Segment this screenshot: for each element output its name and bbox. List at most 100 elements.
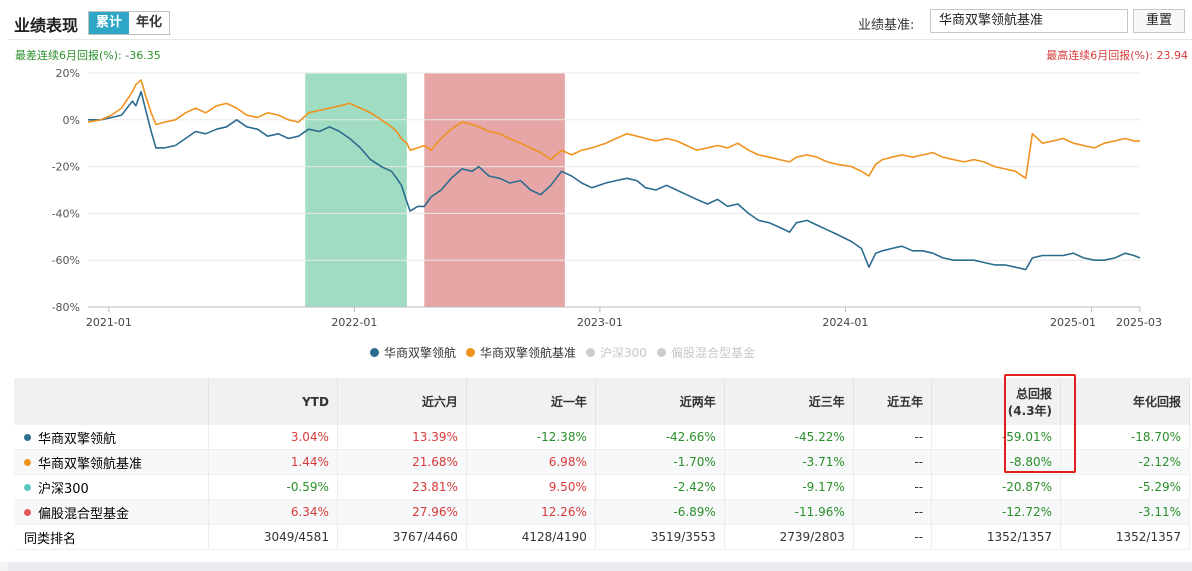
x-tick-label: 2023-01 <box>577 316 623 329</box>
performance-line-chart: 20% 0% -20% -40% -60% -80% 2021-01 2022-01 2023-… <box>52 67 1162 329</box>
table-cell: -- <box>853 524 933 550</box>
table-row: 同类排名 3049/4581 3767/4460 4128/4190 3519/3553… <box>14 524 1190 550</box>
col-header-total: 总回报 (4.3年) <box>931 378 1062 425</box>
row-name-cell: 偏股混合型基金 <box>14 499 209 525</box>
col-header-annual: 年化回报 <box>1060 378 1190 425</box>
y-tick-label: -20% <box>52 161 80 174</box>
row-name-label: 华商双擎领航基准 <box>38 456 143 472</box>
y-tick-label: -80% <box>52 301 80 314</box>
col-header-1y: 近一年 <box>466 378 596 425</box>
page-title: 业绩表现 <box>14 16 79 35</box>
row-dot <box>24 508 31 516</box>
series-line-benchmark <box>87 79 1140 180</box>
table-cell: -2.42% <box>595 474 725 500</box>
legend-dot-benchmark <box>466 348 476 357</box>
table-cell: -12.38% <box>466 425 596 450</box>
table-cell: -6.89% <box>595 499 725 525</box>
row-name[interactable]: 沪深300 <box>24 478 200 497</box>
legend-item-fund[interactable]: 华商双擎领航 <box>370 344 456 361</box>
row-name[interactable]: 偏股混合型基金 <box>24 503 200 522</box>
x-tick-label: 2025-01 <box>1050 316 1096 329</box>
x-tick-label: 2022-01 <box>331 316 377 329</box>
bottom-strip <box>8 562 1192 571</box>
table-body: 华商双擎领航 3.04% 13.39% -12.38% -42.66% -45.22% --… <box>14 425 1190 550</box>
legend-label-peer: 偏股混合型基金 <box>670 346 755 360</box>
benchmark-label: 业绩基准: <box>858 18 915 33</box>
chart-legend: 华商双擎领航 华商双擎领航基准 沪深300 偏股混合型基金 <box>370 344 765 361</box>
benchmark-input[interactable]: 华商双擎领航基准 <box>930 9 1128 33</box>
legend-dot-csi300 <box>586 348 596 357</box>
y-tick-label: 0% <box>63 114 80 127</box>
table-header-row: YTD 近六月 近一年 近两年 近三年 近五年 总回报 (4.3年) 年化回报 <box>14 378 1190 425</box>
row-dot <box>24 483 31 491</box>
table-cell: 6.98% <box>466 449 596 475</box>
total-label: 总回报 <box>1016 386 1053 401</box>
table-cell: 4128/4190 <box>466 524 596 550</box>
col-header-5y: 近五年 <box>853 378 933 425</box>
total-return-highlight <box>1004 374 1076 473</box>
view-tabs: 累计 年化 <box>88 11 171 35</box>
y-tick-label: 20% <box>56 67 80 80</box>
table-cell: -- <box>853 499 933 525</box>
table-cell: -- <box>853 425 933 450</box>
table-cell: 3519/3553 <box>595 524 725 550</box>
table-cell: -2.12% <box>1060 449 1190 475</box>
table-cell: -3.11% <box>1060 499 1190 525</box>
row-name: 同类排名 <box>24 528 200 547</box>
table-cell: 9.50% <box>466 474 596 500</box>
table-cell: -12.72% <box>931 499 1062 525</box>
legend-label-benchmark: 华商双擎领航基准 <box>480 346 577 360</box>
divider <box>8 39 1192 40</box>
table-cell: 3767/4460 <box>337 524 467 550</box>
y-tick-label: -60% <box>52 254 80 267</box>
table-cell: -45.22% <box>724 425 854 450</box>
legend-item-csi300[interactable]: 沪深300 <box>586 344 647 361</box>
row-name[interactable]: 华商双擎领航 <box>24 428 200 447</box>
legend-item-benchmark[interactable]: 华商双擎领航基准 <box>466 344 576 361</box>
table-row: 华商双擎领航 3.04% 13.39% -12.38% -42.66% -45.22% --… <box>14 425 1190 450</box>
legend-item-peer[interactable]: 偏股混合型基金 <box>656 344 755 361</box>
table-cell: 27.96% <box>337 499 467 525</box>
table-row: 偏股混合型基金 6.34% 27.96% 12.26% -6.89% -11.96% -- -… <box>14 499 1190 525</box>
legend-dot-fund <box>370 348 379 357</box>
tab-cumulative[interactable]: 累计 <box>89 12 130 34</box>
table-cell: -- <box>853 449 933 475</box>
x-tick-label: 2021-01 <box>86 316 132 329</box>
row-name-label: 华商双擎领航 <box>38 431 117 447</box>
table-row: 华商双擎领航基准 1.44% 21.68% 6.98% -1.70% -3.71% -- -8… <box>14 449 1190 475</box>
legend-label-csi300: 沪深300 <box>600 346 647 360</box>
x-tick-label: 2025-03 <box>1116 316 1162 329</box>
shaded-period-red <box>424 73 565 307</box>
table-cell: 6.34% <box>208 499 338 525</box>
row-name-label: 沪深300 <box>38 481 89 497</box>
table-cell: -42.66% <box>595 425 725 450</box>
row-name-cell: 同类排名 <box>14 524 209 550</box>
legend-label-fund: 华商双擎领航 <box>384 346 457 360</box>
table-cell: 1352/1357 <box>1060 524 1190 550</box>
row-name-label: 同类排名 <box>24 531 77 547</box>
row-name[interactable]: 华商双擎领航基准 <box>24 453 200 472</box>
series-line-fund <box>88 90 1141 271</box>
y-tick-label: -40% <box>52 207 80 220</box>
table-cell: -18.70% <box>1060 425 1190 450</box>
table-cell: 3049/4581 <box>208 524 338 550</box>
table-cell: -1.70% <box>595 449 725 475</box>
reset-button[interactable]: 重置 <box>1133 9 1185 33</box>
table-cell: -- <box>853 474 933 500</box>
table-cell: -3.71% <box>724 449 854 475</box>
row-dot <box>24 458 31 466</box>
table-cell: 13.39% <box>337 425 467 450</box>
best-6m-return: 最高连续6月回报(%): 23.94 <box>1046 49 1188 62</box>
table-cell: 23.81% <box>337 474 467 500</box>
col-header-ytd: YTD <box>208 378 338 425</box>
table-cell: -11.96% <box>724 499 854 525</box>
shaded-period-green <box>305 73 407 307</box>
table-cell: -9.17% <box>724 474 854 500</box>
legend-dot-peer <box>656 348 666 357</box>
tab-annualized[interactable]: 年化 <box>136 15 163 30</box>
table-cell: 1352/1357 <box>931 524 1062 550</box>
table-cell: 12.26% <box>466 499 596 525</box>
col-header-3y: 近三年 <box>724 378 854 425</box>
row-name-label: 偏股混合型基金 <box>38 506 130 522</box>
